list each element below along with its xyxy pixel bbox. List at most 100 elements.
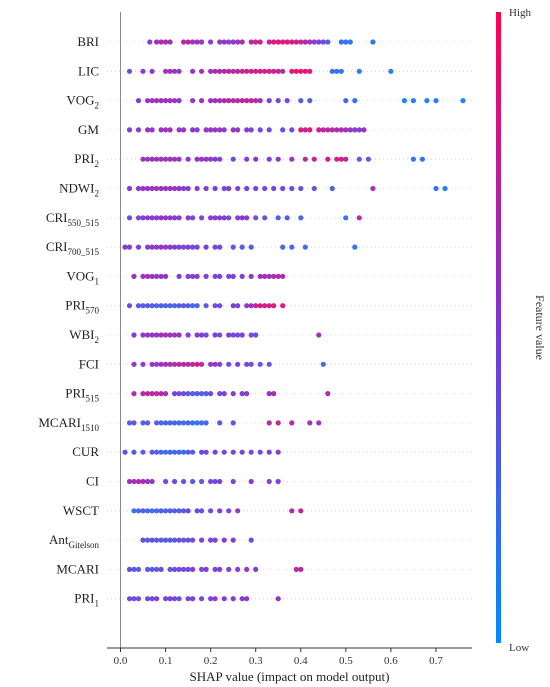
shap-point [167,215,173,221]
x-tick-label: 0.7 [429,655,443,667]
shap-point [172,361,178,367]
shap-point [316,39,322,45]
shap-point [131,596,137,602]
shap-point [401,98,407,104]
shap-point [145,596,151,602]
shap-point [163,478,169,485]
shap-point [190,127,196,133]
shap-point [158,537,164,543]
shap-point [194,127,200,133]
shap-point [172,185,178,192]
shap-point [329,68,335,74]
feature-label: PRI570 [65,298,99,316]
shap-point [131,478,137,485]
shap-point [230,39,236,45]
shap-point [316,332,322,338]
shap-point [320,361,326,367]
shap-point [203,127,209,133]
shap-point [293,566,299,573]
feature-label: MCARI1510 [38,415,99,433]
shap-point [199,537,205,543]
shap-point [311,156,317,162]
shap-point [226,39,232,45]
shap-point [356,127,362,133]
shap-point [154,244,160,250]
shap-point [289,185,295,192]
shap-point [185,332,191,338]
shap-point [158,508,164,514]
shap-point [154,391,160,397]
shap-point [176,98,182,104]
shap-point [298,68,304,74]
shap-point [199,215,205,221]
shap-point [167,244,173,250]
shap-point [167,39,173,45]
shap-point [149,273,155,279]
shap-point [302,244,308,250]
shap-point [122,449,128,455]
shap-point [212,566,218,573]
shap-point [176,303,182,309]
shap-point [167,537,173,543]
shap-point [343,156,349,162]
shap-point [167,508,173,514]
shap-point [226,98,232,104]
shap-point [154,449,160,455]
shap-point [280,68,286,74]
shap-point [307,39,313,45]
shap-point [172,98,178,104]
shap-point [176,244,182,250]
shap-point [163,68,169,74]
shap-point [131,273,137,279]
shap-point [248,98,254,104]
x-axis: 0.0 0.1 0.2 0.3 0.4 0.5 0.6 0.7 [107,647,472,667]
shap-point [140,391,146,397]
shap-point [140,156,146,162]
shap-point [338,68,344,74]
shap-point [293,68,299,74]
shap-point [334,156,340,162]
shap-point [248,68,254,74]
shap-point [172,303,178,309]
shap-point [149,566,155,573]
shap-point [158,215,164,221]
shap-point [167,156,173,162]
feature-labels: BRI LIC VOG2 GM PRI2 NDWI2 CRI550_515 CRI700_51… [38,34,99,609]
shap-point [194,185,200,192]
shap-point [154,39,160,45]
shap-point [248,273,254,279]
feature-label: VOG2 [66,93,99,111]
shap-point [190,215,196,221]
shap-point [289,420,295,426]
x-tick-label: 0.3 [249,655,263,667]
shap-point [158,156,164,162]
shap-point [203,244,209,250]
shap-point [338,156,344,162]
shap-point [298,185,304,192]
shap-point [262,185,268,192]
shap-point [289,39,295,45]
shap-point [307,98,313,104]
shap-point [221,215,227,221]
shap-point [145,127,151,133]
shap-point [185,508,191,514]
shap-point [140,478,146,485]
shap-point [334,127,340,133]
shap-point [154,508,160,514]
shap-point [298,508,304,514]
shap-point [212,332,218,338]
shap-point [172,596,178,602]
shap-point [352,98,358,104]
shap-point [163,391,169,397]
shap-point [266,420,272,426]
shap-point [208,156,214,162]
shap-point [158,332,164,338]
shap-point [298,215,304,221]
shap-point [176,127,182,133]
shap-point [221,391,227,397]
shap-point [221,127,227,133]
shap-point [235,566,241,573]
shap-point [176,273,182,279]
shap-point [388,68,394,74]
shap-point [280,244,286,250]
